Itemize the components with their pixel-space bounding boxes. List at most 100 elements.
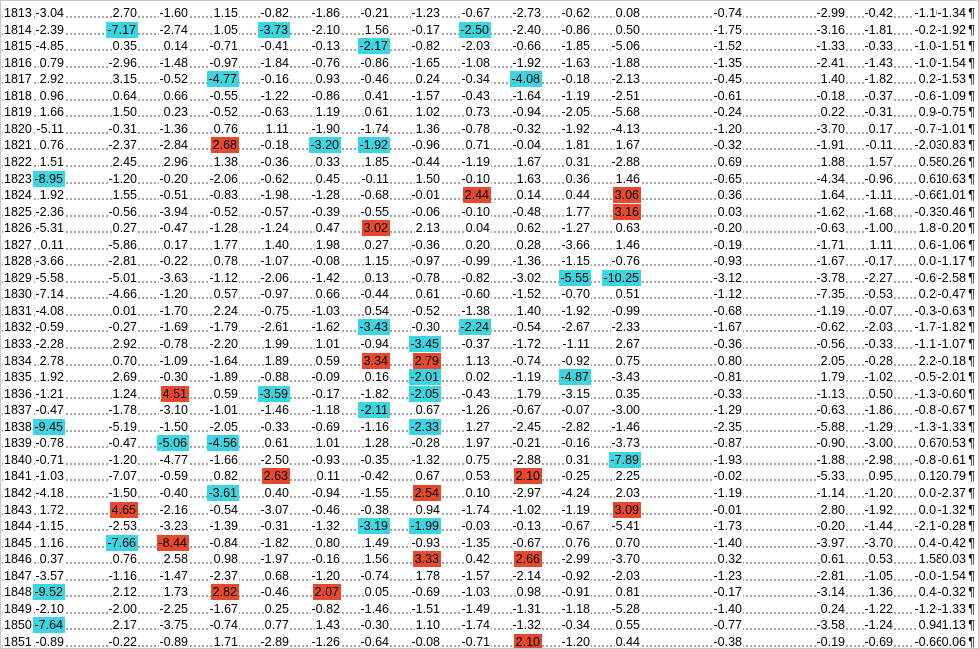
pilcrow: ¶ — [967, 38, 976, 55]
cell: -0.59 — [913, 369, 944, 386]
year: 1837 — [3, 402, 33, 419]
table-row: 1851 -0.89 -0.22 -0.89 1.71 -2.89 -1.26 -0.64 -0… — [1, 633, 976, 649]
cell: -2.33 — [610, 319, 641, 336]
cell: 0.78 — [212, 253, 239, 270]
pilcrow: ¶ — [967, 253, 976, 270]
table-row: 1833 -2.28 2.92 -0.78 -2.20 1.99 1.01 -0.94 -3.4… — [1, 336, 976, 352]
cell: 0.75 — [614, 352, 641, 369]
cell: -4.66 — [107, 286, 138, 303]
cell: -0.47 — [936, 286, 967, 303]
cell: 1.38 — [212, 153, 239, 170]
year: 1818 — [3, 87, 33, 104]
cell: 2.45 — [111, 153, 138, 170]
cell: -0.30 — [359, 617, 390, 634]
year: 1817 — [3, 71, 33, 88]
cell: -1.22 — [259, 87, 290, 104]
cell: -3.23 — [158, 518, 189, 535]
cell: -1.22 — [863, 600, 894, 617]
cell: -0.63 — [815, 402, 846, 419]
cell: 2.13 — [414, 220, 441, 237]
cell: -0.57 — [259, 203, 290, 220]
cell: -1.04 — [913, 38, 944, 55]
cell: -1.26 — [310, 633, 341, 649]
cell: -1.35 — [913, 385, 944, 402]
cell: 0.83 — [940, 137, 967, 154]
cell: 0.69 — [716, 153, 743, 170]
cell: 0.93 — [314, 71, 341, 88]
cell: -0.88 — [259, 369, 290, 386]
cell: 0.37 — [38, 551, 65, 568]
cell: -3.00 — [863, 435, 894, 452]
highlighted-cell: -5.06 — [156, 435, 189, 452]
highlighted-cell: 3.16 — [612, 203, 641, 220]
pilcrow: ¶ — [967, 336, 976, 352]
cell: 1.66 — [38, 104, 65, 121]
cell: -0.55 — [208, 87, 239, 104]
cell: -5.88 — [815, 418, 846, 435]
cell: -1.92 — [511, 54, 542, 71]
cell: 0.58 — [917, 153, 944, 170]
cell: -3.70 — [863, 534, 894, 551]
cell: -5.58 — [34, 269, 65, 286]
cell: -2.99 — [560, 551, 591, 568]
cell: 0.53 — [464, 468, 491, 485]
year: 1822 — [3, 153, 33, 170]
cell: -0.60 — [460, 286, 491, 303]
cell: 0.59 — [212, 385, 239, 402]
cell: -1.67 — [712, 319, 743, 336]
cell: 0.73 — [464, 104, 491, 121]
cell: -0.78 — [460, 120, 491, 137]
cell: 0.63 — [940, 170, 967, 187]
cell: -0.69 — [310, 418, 341, 435]
highlighted-cell: -3.61 — [206, 484, 239, 501]
cell: 1.79 — [515, 385, 542, 402]
cell: -2.73 — [511, 5, 542, 21]
cell: -3.04 — [34, 5, 65, 21]
cell: -0.36 — [712, 336, 743, 352]
year: 1833 — [3, 336, 33, 352]
cell: 0.11 — [39, 236, 65, 253]
cell: 0.71 — [464, 137, 491, 154]
pilcrow: ¶ — [967, 484, 976, 501]
cell: -2.61 — [259, 319, 290, 336]
cell: 0.31 — [564, 451, 591, 468]
cell: -1.74 — [460, 501, 491, 518]
cell: -3.00 — [610, 402, 641, 419]
cell: -1.24 — [259, 220, 290, 237]
cell: -2.50 — [259, 451, 290, 468]
cell: -3.15 — [560, 385, 591, 402]
cell: -1.93 — [712, 451, 743, 468]
cell: -1.82 — [936, 319, 967, 336]
cell: -1.34 — [936, 5, 967, 21]
cell: 0.50 — [614, 21, 641, 38]
highlighted-cell: 3.34 — [361, 352, 390, 369]
cell: -1.11 — [864, 187, 894, 204]
cell: 0.23 — [162, 104, 189, 121]
table-row: 1847 -3.57 -1.16 -1.47 -2.37 0.68 -1.20 -0.74 1.… — [1, 567, 976, 584]
cell: -0.46 — [359, 71, 390, 88]
cell: 0.53 — [940, 435, 967, 452]
table-row: 1846 0.37 0.76 2.58 0.98 -1.97 -0.16 1.56 3.33 0.… — [1, 551, 976, 568]
cell: 0.08 — [614, 5, 641, 21]
cell: -1.28 — [310, 187, 341, 204]
cell: -0.87 — [712, 435, 743, 452]
cell: -1.12 — [712, 286, 743, 303]
cell: -1.46 — [359, 600, 390, 617]
cell: -0.93 — [310, 451, 341, 468]
year: 1838 — [3, 418, 33, 435]
cell: 0.96 — [38, 87, 65, 104]
cell: -1.13 — [913, 336, 944, 352]
cell: -4.18 — [34, 484, 65, 501]
cell: -1.46 — [259, 402, 290, 419]
cell: 1.11 — [264, 120, 290, 137]
cell: 1.36 — [414, 120, 441, 137]
cell: -0.76 — [913, 120, 944, 137]
cell: -1.92 — [560, 120, 591, 137]
cell: -0.81 — [712, 369, 743, 386]
cell: -0.46 — [259, 584, 290, 601]
cell: 1.49 — [363, 534, 390, 551]
cell: -0.65 — [712, 170, 743, 187]
cell: -0.53 — [863, 286, 894, 303]
cell: 0.45 — [314, 170, 341, 187]
